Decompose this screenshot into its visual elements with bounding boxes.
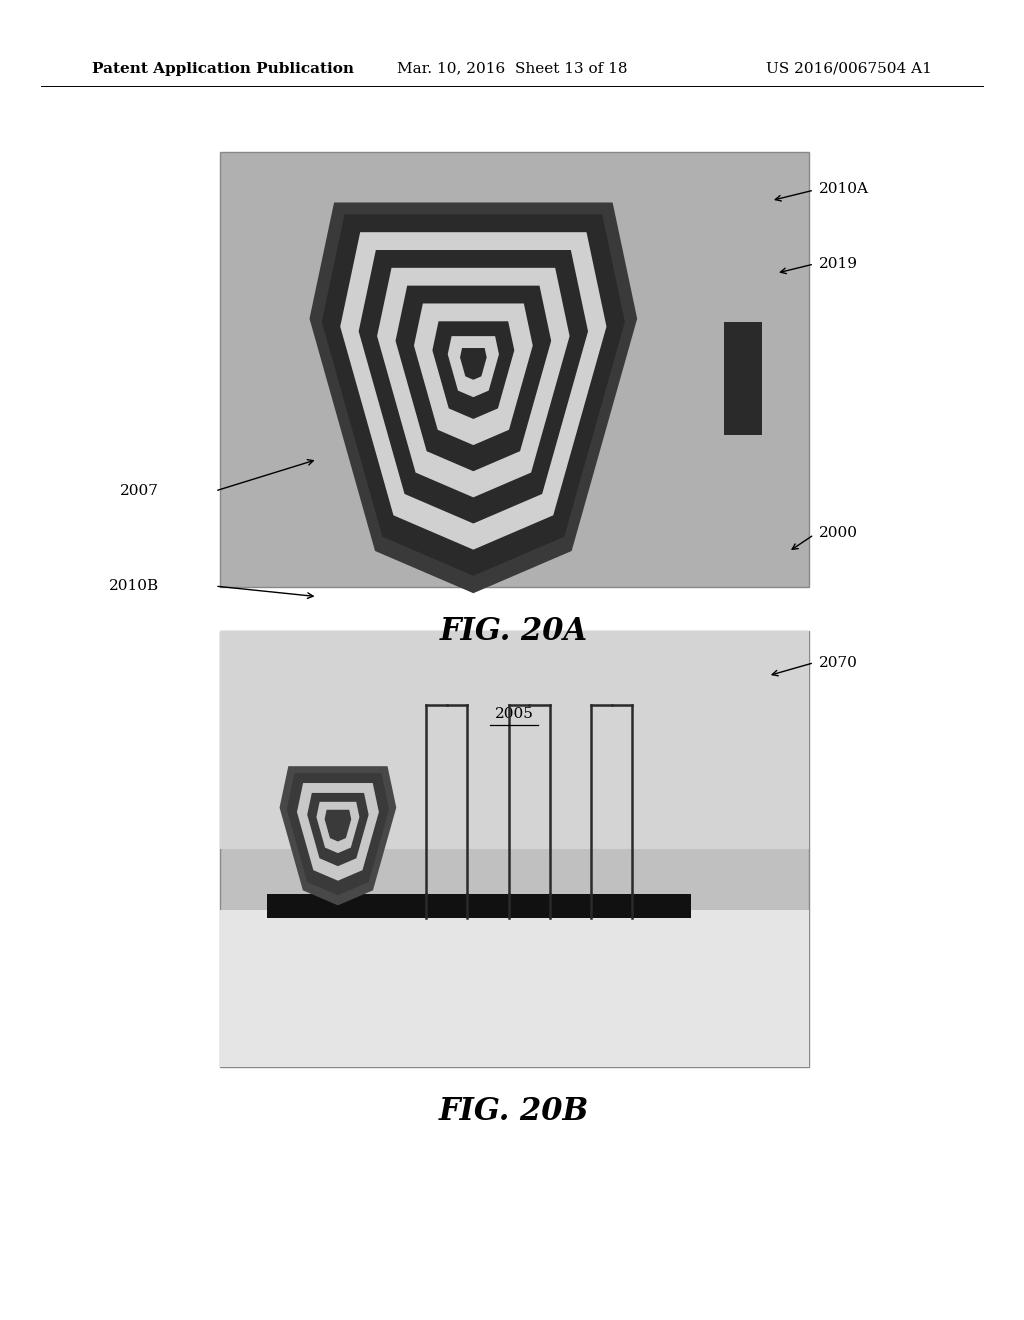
Polygon shape [280,766,396,906]
FancyBboxPatch shape [267,895,691,919]
FancyBboxPatch shape [220,631,809,849]
Text: FIG. 20B: FIG. 20B [439,1096,589,1126]
Polygon shape [414,304,532,445]
Polygon shape [447,337,499,397]
Polygon shape [358,249,588,524]
Text: 2010B: 2010B [109,579,159,593]
Text: FIG. 20A: FIG. 20A [440,616,588,647]
Text: 2007: 2007 [120,484,159,498]
Polygon shape [395,285,551,471]
FancyBboxPatch shape [220,631,809,1067]
Text: 2000: 2000 [819,527,858,540]
Text: 2010A: 2010A [819,182,869,195]
Text: Mar. 10, 2016  Sheet 13 of 18: Mar. 10, 2016 Sheet 13 of 18 [396,62,628,75]
Polygon shape [297,783,379,880]
FancyBboxPatch shape [220,152,809,587]
Polygon shape [340,232,606,549]
Text: US 2016/0067504 A1: US 2016/0067504 A1 [766,62,932,75]
Polygon shape [316,801,359,853]
Polygon shape [460,348,486,380]
Text: Patent Application Publication: Patent Application Publication [92,62,354,75]
Polygon shape [377,268,569,498]
FancyBboxPatch shape [724,322,762,434]
Polygon shape [309,202,637,593]
Text: 2070: 2070 [819,656,858,669]
Text: 2005: 2005 [495,708,534,721]
Polygon shape [287,774,389,895]
Polygon shape [432,321,514,418]
Text: 2019: 2019 [819,257,858,271]
Polygon shape [307,793,369,866]
FancyBboxPatch shape [220,909,809,1067]
Polygon shape [325,809,351,842]
Polygon shape [322,214,625,576]
